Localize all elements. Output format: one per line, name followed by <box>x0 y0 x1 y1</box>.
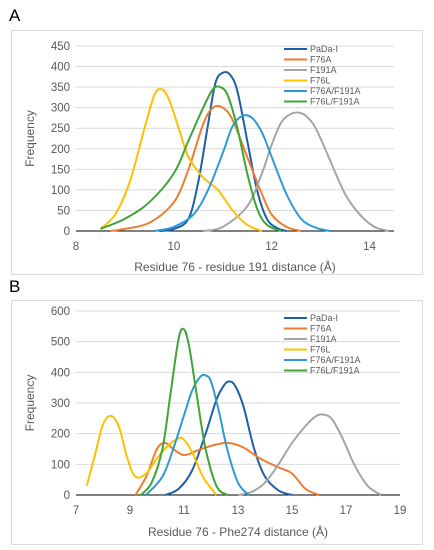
series-line <box>145 373 250 496</box>
y-tick-label: 0 <box>64 490 70 502</box>
y-tick-label: 50 <box>57 205 70 217</box>
y-tick-label: 350 <box>51 82 70 94</box>
x-tick-label: 11 <box>178 505 190 517</box>
legend-label: PaDa-I <box>310 44 338 54</box>
series-line <box>237 413 382 496</box>
legend-label: F76L <box>310 76 331 86</box>
series-line <box>159 70 287 232</box>
x-axis-title: Residue 76 - residue 191 distance (Å) <box>134 259 335 274</box>
chart-a-frame: 0 50 100 150 200 250 300 350 400 450 8 10 12 14 Residu… <box>11 30 423 275</box>
legend-label: PaDa-I <box>310 313 338 323</box>
series-line <box>154 114 331 232</box>
legend-label: F76L/F191A <box>310 366 360 376</box>
y-tick-label: 600 <box>51 306 70 318</box>
x-tick-label: 19 <box>394 505 407 517</box>
y-axis-title: Frequency <box>23 110 37 167</box>
y-tick-label: 300 <box>51 103 70 115</box>
legend-label: F76A <box>310 324 332 334</box>
y-axis-title: Frequency <box>23 375 37 432</box>
y-tick-label: 150 <box>51 164 70 176</box>
chart-a: 0 50 100 150 200 250 300 350 400 450 8 10 12 14 Residu… <box>23 41 394 274</box>
x-tick-label: 13 <box>232 505 245 517</box>
x-tick-label: 8 <box>73 241 79 253</box>
series-line <box>99 87 263 232</box>
series-line <box>100 85 282 232</box>
legend-label: F191A <box>310 65 337 75</box>
y-tick-label: 400 <box>51 367 70 379</box>
series-line <box>85 414 218 496</box>
series-line <box>110 104 302 232</box>
legend-label: F76L <box>310 345 331 355</box>
y-tick-label: 450 <box>51 41 70 53</box>
x-tick-label: 14 <box>363 241 376 253</box>
series-line <box>202 111 390 232</box>
legend-label: F76L/F191A <box>310 97 360 107</box>
x-tick-label: 7 <box>73 505 79 517</box>
series-line <box>140 327 228 496</box>
y-tick-label: 500 <box>51 337 70 349</box>
panel-b-label: B <box>9 277 21 296</box>
panel-a-label: A <box>9 6 21 25</box>
series-line <box>164 380 293 496</box>
x-tick-label: 10 <box>167 241 180 253</box>
x-tick-label: 15 <box>286 505 299 517</box>
x-tick-label: 17 <box>340 505 353 517</box>
series-line <box>134 441 320 496</box>
x-tick-label: 12 <box>265 241 278 253</box>
x-tick-label: 9 <box>127 505 133 517</box>
y-tick-label: 300 <box>51 398 70 410</box>
y-tick-label: 100 <box>51 459 70 471</box>
legend-label: F76A/F191A <box>310 86 361 96</box>
y-tick-label: 400 <box>51 62 70 74</box>
legend-label: F76A <box>310 55 332 65</box>
y-tick-label: 200 <box>51 144 70 156</box>
y-tick-label: 0 <box>64 226 70 238</box>
legend-label: F191A <box>310 334 337 344</box>
chart-b-frame: 0 100 200 300 400 500 600 7 9 11 13 15 17 19 Residue 7… <box>11 300 423 545</box>
chart-b: 0 100 200 300 400 500 600 7 9 11 13 15 17 19 Residue 7… <box>23 306 407 539</box>
y-tick-label: 250 <box>51 123 70 135</box>
y-tick-label: 200 <box>51 429 70 441</box>
legend-label: F76A/F191A <box>310 355 361 365</box>
x-axis-title: Residue 76 - Phe274 distance (Å) <box>148 524 328 539</box>
y-tick-label: 100 <box>51 185 70 197</box>
